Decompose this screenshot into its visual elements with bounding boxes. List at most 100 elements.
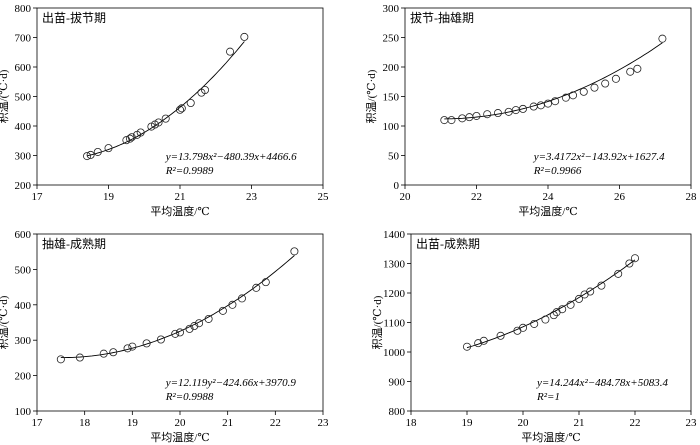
- data-point: [561, 93, 570, 102]
- data-point: [104, 144, 113, 153]
- data-point: [218, 306, 227, 315]
- r-squared: R²=0.9966: [533, 165, 582, 177]
- x-tick-label: 20: [175, 417, 187, 429]
- y-tick-label: 300: [383, 3, 400, 15]
- x-axis-label: 平均温度/℃: [521, 430, 580, 444]
- data-point: [552, 308, 561, 317]
- data-point: [75, 353, 84, 362]
- x-tick-label: 25: [318, 191, 330, 203]
- fit-curve: [466, 259, 636, 349]
- x-tick-label: 26: [614, 191, 626, 203]
- data-point: [658, 34, 667, 43]
- data-point: [614, 269, 623, 278]
- data-point: [575, 294, 584, 303]
- data-point: [175, 328, 184, 337]
- data-point: [579, 87, 588, 96]
- data-point: [83, 152, 92, 161]
- data-point: [530, 319, 539, 328]
- data-point: [186, 98, 195, 107]
- data-point: [601, 79, 610, 88]
- panel-emergence-maturity: 18 19 20 21 22 23 800 900 1000 1100 1200 1300 1400 平均…: [371, 229, 697, 444]
- x-axis-label: 平均温度/℃: [518, 204, 577, 218]
- data-point: [190, 322, 199, 331]
- y-tick-label: 1200: [383, 288, 406, 300]
- data-point: [590, 83, 599, 92]
- data-point: [142, 339, 151, 348]
- data-point: [237, 294, 246, 303]
- x-tick-label: 17: [32, 191, 44, 203]
- data-point: [252, 283, 261, 292]
- data-point: [177, 104, 186, 113]
- data-point: [496, 331, 505, 340]
- data-point: [240, 32, 249, 41]
- data-point: [93, 147, 102, 156]
- y-tick-label: 1400: [383, 229, 406, 241]
- fit-curve: [444, 42, 663, 120]
- data-point: [154, 118, 163, 127]
- data-point: [541, 315, 550, 324]
- fit-equation: y=14.244x²−484.78x+5083.4: [536, 377, 668, 389]
- data-point: [626, 67, 635, 76]
- y-tick-label: 250: [383, 33, 400, 45]
- data-point: [544, 99, 553, 108]
- panel-title: 抽雄-成熟期: [42, 236, 106, 251]
- data-point: [519, 323, 528, 332]
- y-tick-label: 500: [15, 264, 32, 276]
- y-axis-label: 积温/(℃·d): [365, 69, 378, 123]
- data-point: [472, 111, 481, 120]
- data-point: [611, 74, 620, 83]
- panel-emergence-jointing: 17 19 21 23 25 200 300 400 500 600 700 800 平均温度/℃ 积温/…: [0, 3, 329, 218]
- data-point: [185, 324, 194, 333]
- y-axis-label: 积温/(℃·d): [0, 69, 10, 123]
- data-point: [128, 342, 137, 351]
- r-squared: R²=1: [536, 391, 560, 403]
- x-tick-label: 19: [462, 417, 474, 429]
- x-tick-label: 17: [32, 417, 44, 429]
- data-point: [549, 311, 558, 320]
- x-tick-label: 20: [400, 191, 412, 203]
- x-tick-label: 22: [471, 191, 482, 203]
- data-point: [631, 254, 640, 263]
- y-tick-label: 300: [15, 151, 32, 163]
- y-tick-label: 50: [388, 151, 400, 163]
- data-point: [479, 336, 488, 345]
- panel-tasseling-maturity: 17 18 19 20 21 22 23 100 200 300 400 500 600 平均温度/℃ 积温…: [0, 229, 329, 444]
- data-point: [261, 278, 270, 287]
- data-point: [175, 105, 184, 114]
- data-point: [447, 116, 456, 125]
- data-point: [156, 335, 165, 344]
- panel-title: 拔节-抽雄期: [410, 10, 474, 25]
- panel-title: 出苗-成熟期: [416, 236, 480, 251]
- fit-curve: [60, 255, 295, 359]
- y-tick-label: 200: [383, 62, 400, 74]
- y-tick-label: 200: [15, 180, 32, 192]
- data-point: [440, 116, 449, 125]
- data-point: [123, 344, 132, 353]
- data-point: [125, 134, 134, 143]
- x-tick-label: 23: [318, 417, 330, 429]
- x-tick-label: 21: [222, 417, 233, 429]
- data-point: [195, 319, 204, 328]
- x-tick-label: 21: [175, 191, 186, 203]
- r-squared: R²=0.9989: [165, 165, 214, 177]
- y-tick-label: 400: [15, 121, 32, 133]
- data-point: [56, 355, 65, 364]
- x-tick-label: 19: [127, 417, 139, 429]
- x-tick-label: 28: [686, 191, 698, 203]
- y-tick-label: 100: [15, 406, 32, 418]
- data-point: [586, 287, 595, 296]
- x-tick-label: 18: [406, 417, 418, 429]
- data-point: [558, 305, 567, 314]
- data-point: [226, 47, 235, 56]
- data-point: [536, 101, 545, 110]
- y-tick-label: 400: [15, 300, 32, 312]
- data-point: [136, 128, 145, 137]
- y-tick-label: 100: [383, 121, 400, 133]
- data-point: [127, 133, 136, 142]
- fit-equation: y=13.798x²−480.39x+4466.6: [165, 151, 297, 163]
- x-tick-label: 23: [246, 191, 258, 203]
- data-point: [483, 110, 492, 119]
- y-tick-label: 600: [15, 62, 32, 74]
- fit-equation: y=3.4172x²−143.92x+1627.4: [533, 151, 665, 163]
- data-point: [474, 339, 483, 348]
